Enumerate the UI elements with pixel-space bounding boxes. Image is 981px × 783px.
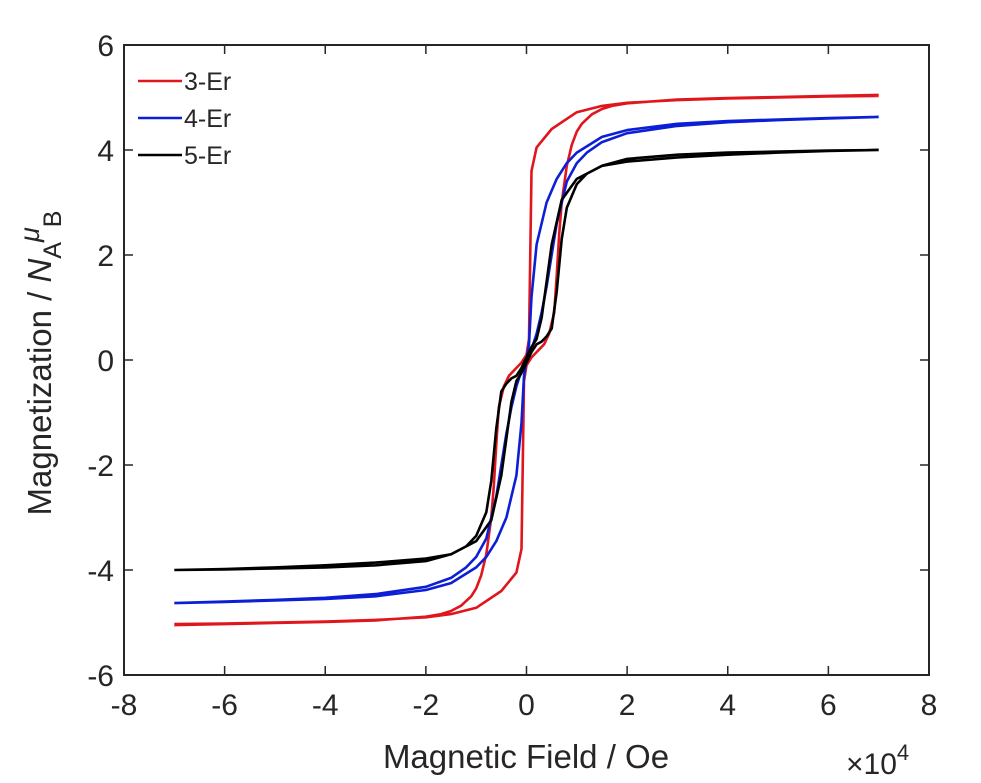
y-axis-title-prefix: Magnetization / — [21, 283, 58, 516]
x-tick-label: -8 — [111, 689, 138, 722]
x-tick-label: 8 — [921, 689, 938, 722]
x-multiplier-base: ×10 — [846, 748, 897, 781]
x-tick-labels: -8 -6 -4 -2 0 2 4 6 8 — [111, 689, 938, 722]
legend: 3-Er 4-Er 5-Er — [138, 68, 231, 170]
x-tick-label: 6 — [820, 689, 837, 722]
y-tick-label: -4 — [87, 555, 114, 588]
data-series — [174, 93, 879, 627]
y-tick-label: 6 — [97, 30, 114, 63]
legend-label-4-er: 4-Er — [184, 105, 231, 133]
x-tick-label: -4 — [312, 689, 339, 722]
x-axis-multiplier: ×104 — [846, 740, 909, 781]
x-multiplier-exponent: 4 — [897, 740, 909, 765]
series-line-5-er — [174, 148, 879, 572]
legend-label-3-er: 3-Er — [184, 68, 231, 96]
axis-ticks — [123, 44, 930, 676]
x-tick-label: 2 — [619, 689, 636, 722]
y-tick-label: 4 — [97, 135, 114, 168]
x-axis-title: Magnetic Field / Oe — [383, 738, 669, 775]
y-axis-title-mu-sub: B — [39, 211, 67, 228]
y-tick-labels: -6 -4 -2 0 2 4 6 — [87, 30, 114, 693]
y-axis-title: Magnetization / NAμB — [15, 211, 67, 516]
x-tick-label: 4 — [719, 689, 736, 722]
y-tick-label: -2 — [87, 450, 114, 483]
x-tick-label: -6 — [211, 689, 238, 722]
legend-label-5-er: 5-Er — [184, 142, 231, 170]
y-tick-label: 2 — [97, 240, 114, 273]
x-tick-label: -2 — [413, 689, 440, 722]
y-axis-title-mu: μ — [15, 227, 45, 243]
y-axis-title-n-sub: A — [39, 242, 67, 259]
x-tick-label: 0 — [518, 689, 535, 722]
y-axis-title-n: N — [21, 259, 58, 283]
y-tick-label: 0 — [97, 345, 114, 378]
y-tick-label: -6 — [87, 660, 114, 693]
